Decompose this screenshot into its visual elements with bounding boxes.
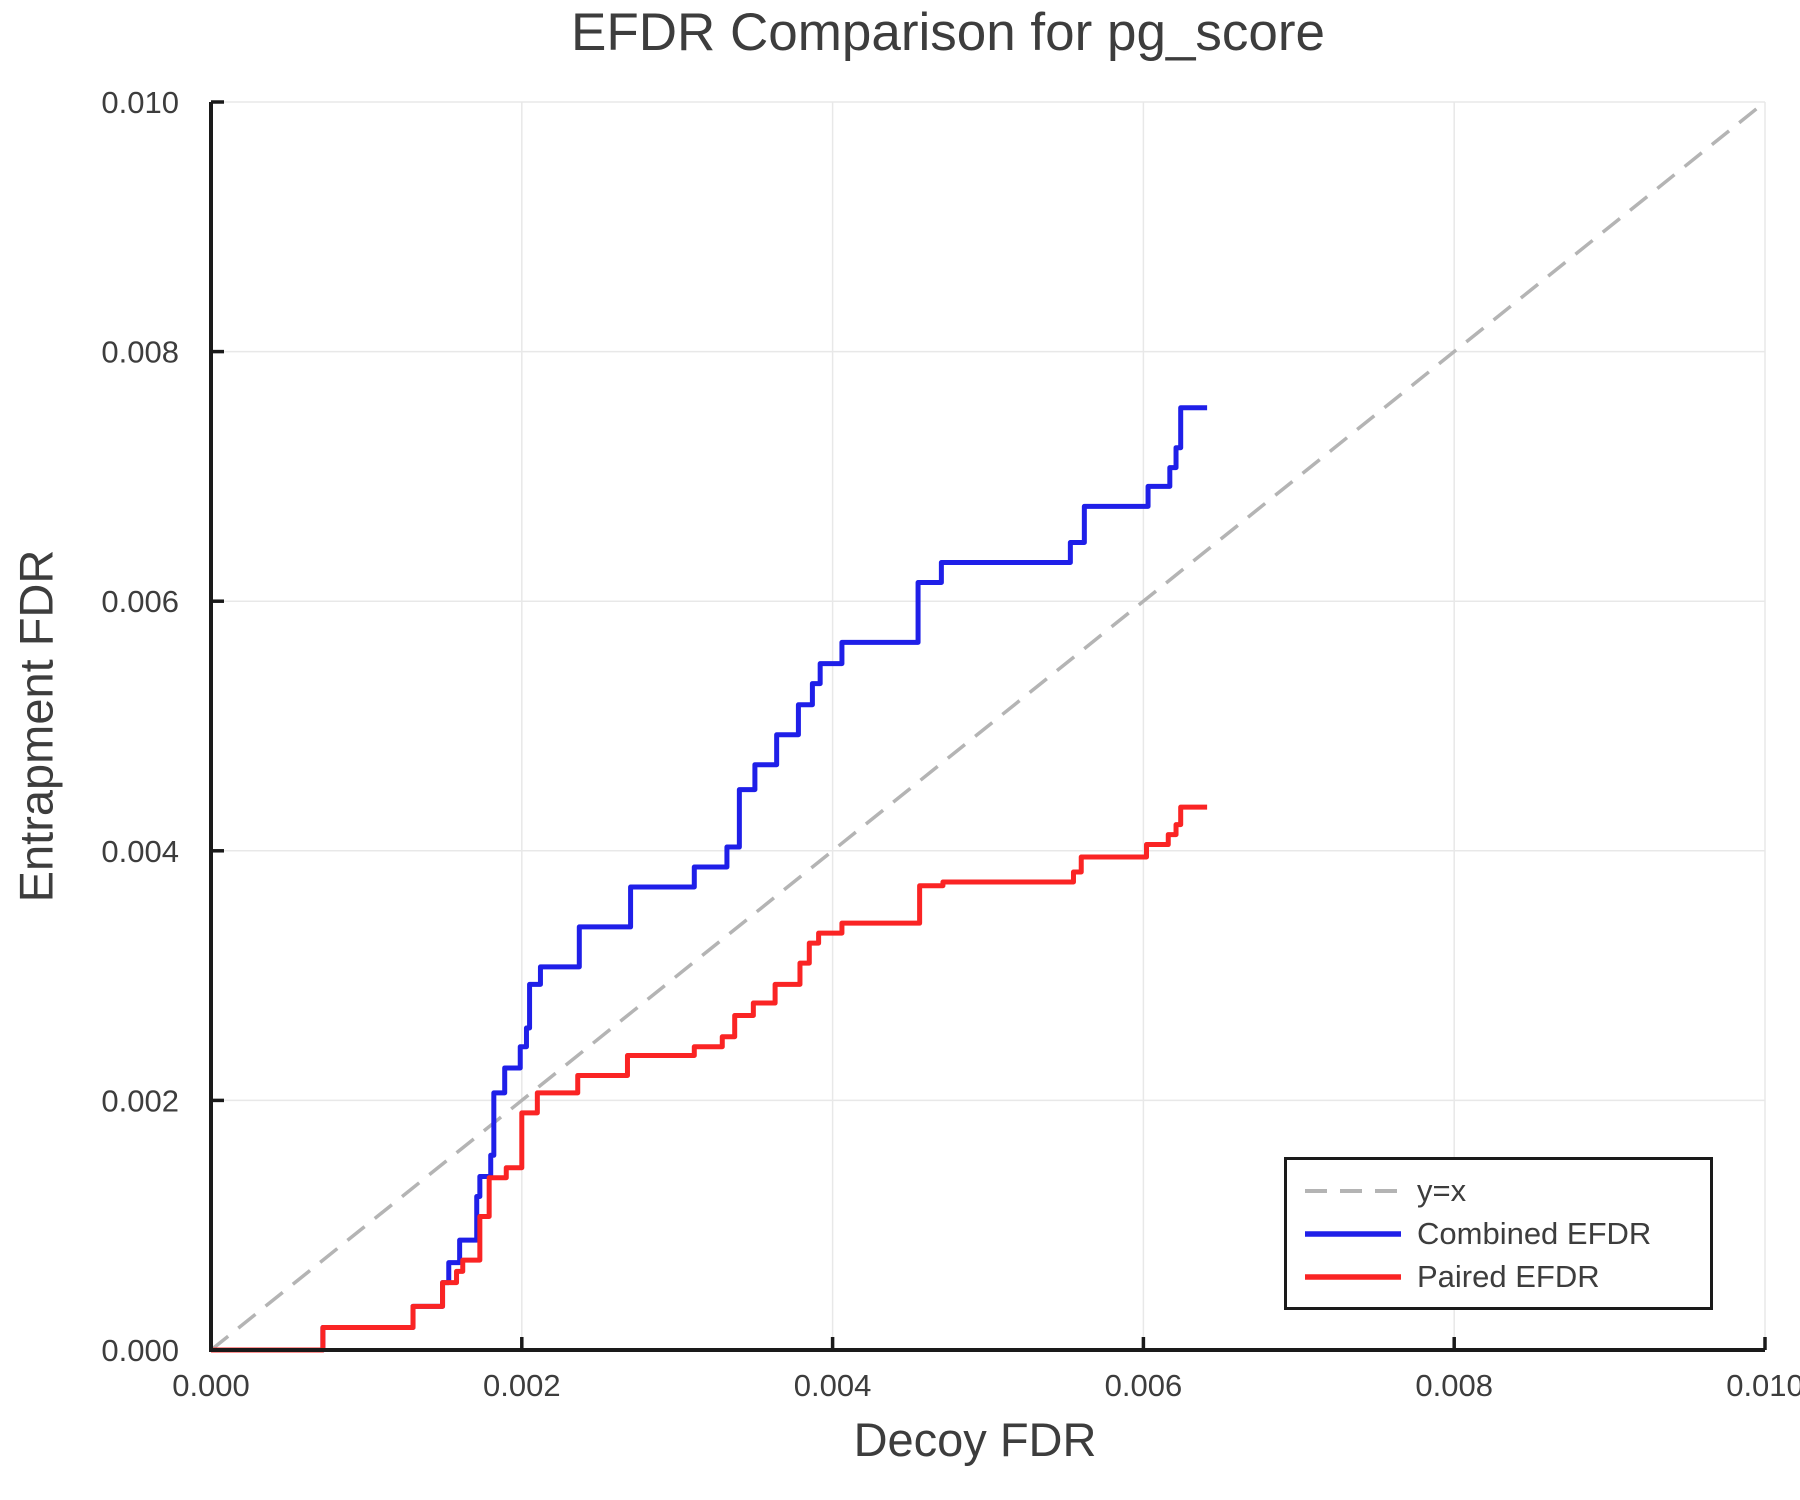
x-tick-label: 0.000 (172, 1368, 250, 1403)
legend-entry-combined-efdr: Combined EFDR (1305, 1216, 1710, 1252)
x-tick-label: 0.004 (794, 1368, 872, 1403)
y-tick-label: 0.000 (101, 1333, 179, 1368)
tick-labels: 0.000 0.002 0.004 0.006 0.008 0.010 0.000 0.002… (101, 85, 1800, 1403)
gridlines (211, 101, 1766, 1350)
axes (209, 100, 1767, 1352)
data-series (209, 100, 1767, 1353)
y-tick-label: 0.004 (101, 834, 179, 869)
y-tick-label: 0.006 (101, 584, 179, 619)
legend-label-paired-efdr: Paired EFDR (1417, 1258, 1600, 1294)
y-tick-label: 0.002 (101, 1083, 179, 1118)
x-tick-label: 0.006 (1105, 1368, 1183, 1403)
y-x-line (209, 100, 1767, 1352)
x-tick-label: 0.002 (483, 1368, 561, 1403)
legend-entry-paired-efdr: Paired EFDR (1305, 1259, 1710, 1295)
paired-efdr-line (211, 804, 1208, 1353)
legend-label-combined-efdr: Combined EFDR (1417, 1215, 1652, 1251)
chart-title: EFDR Comparison for pg_score (570, 3, 1326, 62)
x-axis-title: Decoy FDR (853, 1413, 1097, 1466)
blue-line-sample-icon (1305, 1230, 1401, 1237)
legend-entry-yx: y=x (1305, 1173, 1710, 1209)
y-tick-label: 0.010 (101, 85, 179, 120)
combined-efdr-line (211, 405, 1208, 1353)
y-tick-label: 0.008 (101, 335, 179, 370)
red-line-sample-icon (1305, 1273, 1401, 1280)
x-tick-label: 0.010 (1726, 1368, 1800, 1403)
legend-label-yx: y=x (1417, 1172, 1467, 1208)
y-axis-title: Entrapment FDR (9, 549, 63, 903)
dashed-line-sample-icon (1305, 1188, 1401, 1193)
legend: y=x Combined EFDR Paired EFDR (1284, 1157, 1713, 1310)
x-tick-label: 0.008 (1415, 1368, 1493, 1403)
